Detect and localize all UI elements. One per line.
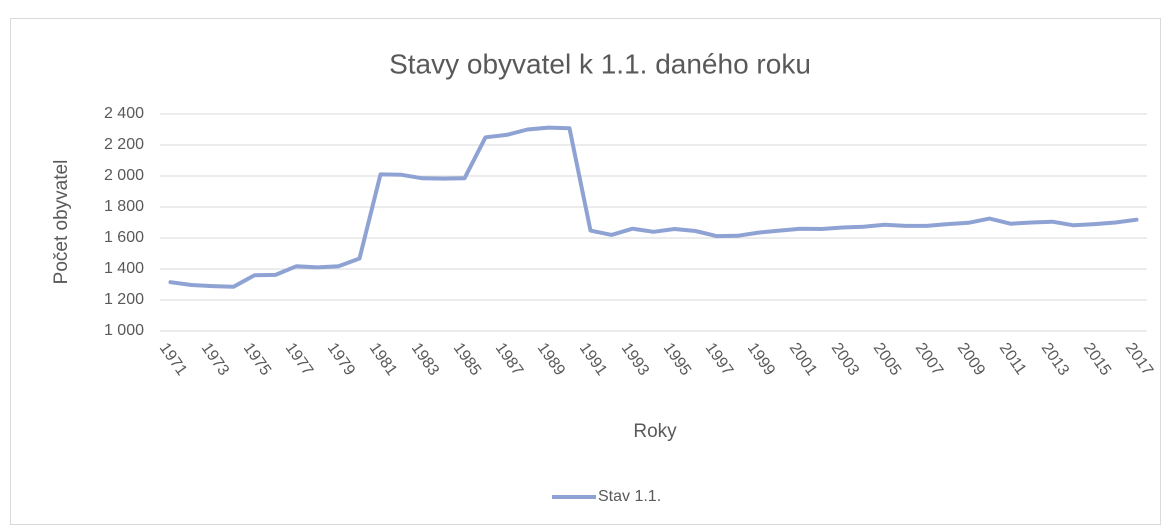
y-tick-label: 1 400 (104, 260, 144, 277)
y-tick-label: 2 000 (104, 167, 144, 184)
y-tick-label: 1 000 (104, 322, 144, 339)
y-tick-label: 1 200 (104, 291, 144, 308)
legend-label: Stav 1.1. (598, 488, 661, 505)
y-tick-label: 1 600 (104, 229, 144, 246)
y-tick-label: 1 800 (104, 198, 144, 215)
y-axis-label: Počet obyvatel (51, 160, 72, 285)
x-axis-label: Roky (633, 421, 677, 442)
chart-title: Stavy obyvatel k 1.1. daného roku (389, 48, 811, 79)
y-tick-label: 2 400 (104, 105, 144, 122)
y-tick-label: 2 200 (104, 136, 144, 153)
chart-frame (10, 18, 1161, 525)
data-line (168, 125, 1139, 289)
